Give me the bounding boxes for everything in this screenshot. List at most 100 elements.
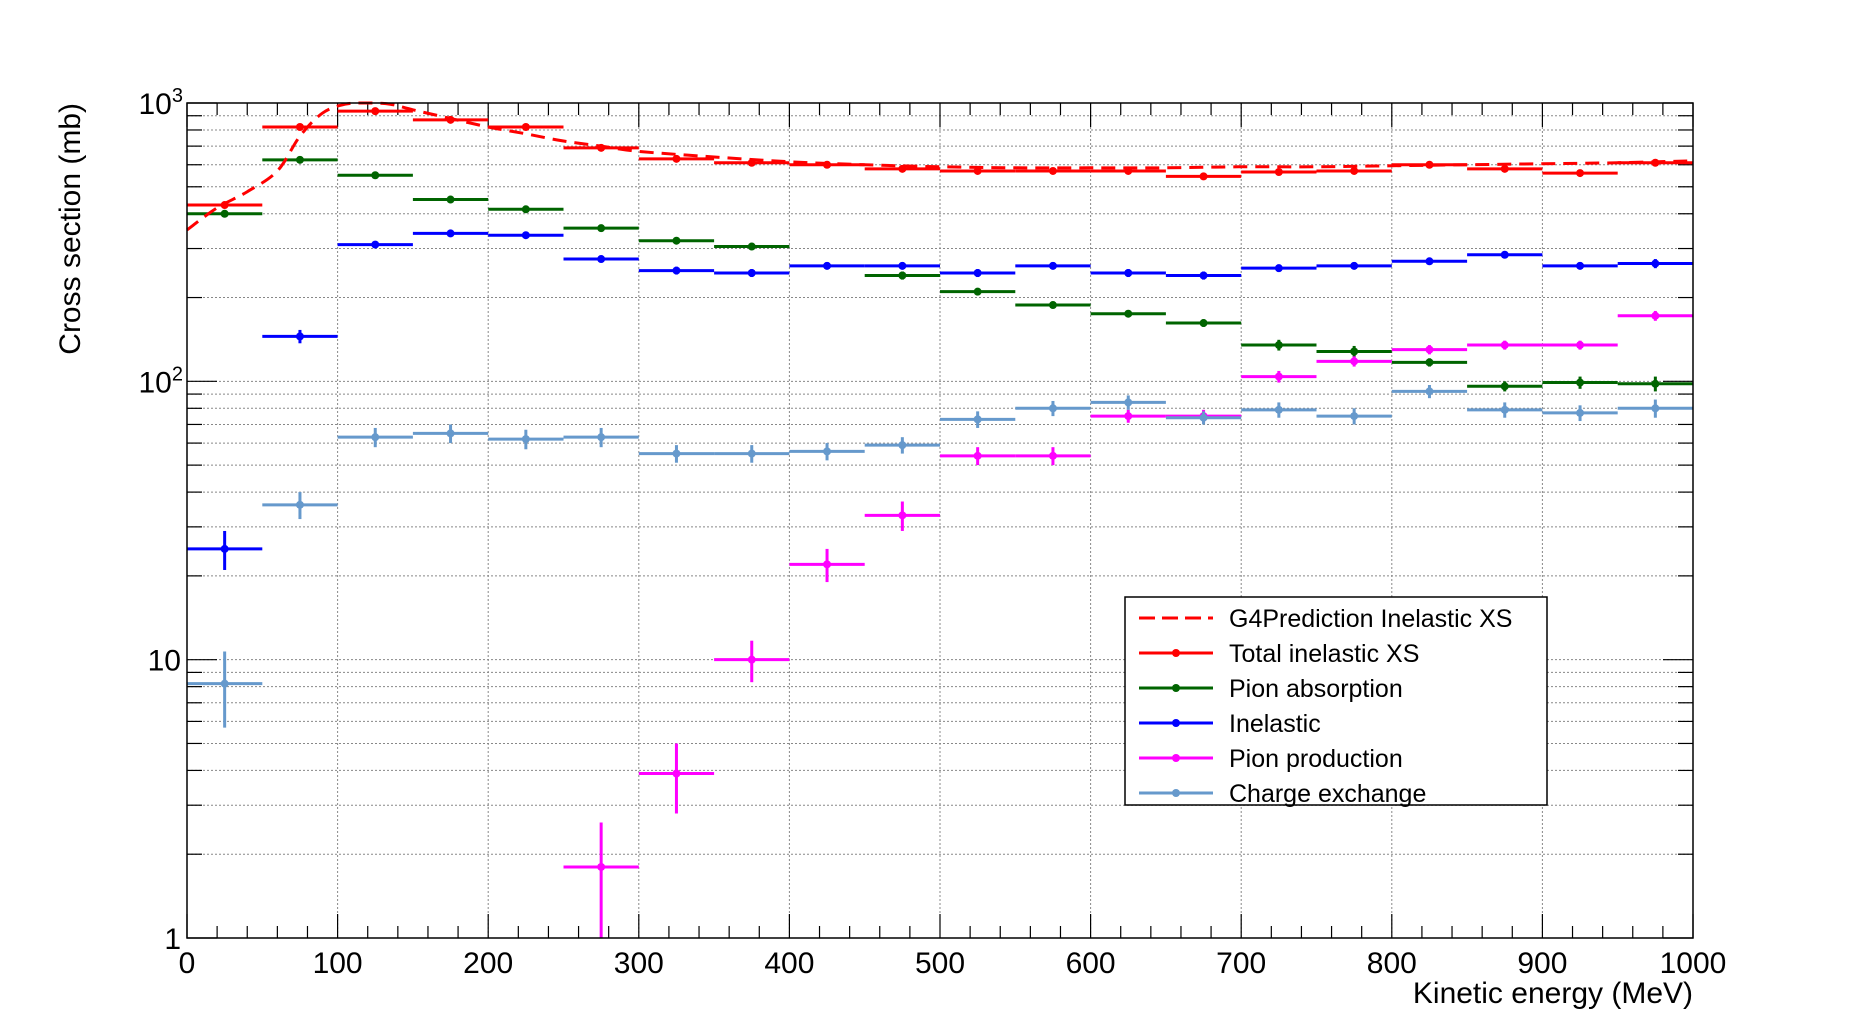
x-tick-label: 300 (614, 947, 664, 980)
y-tick-label: 10 (148, 645, 181, 678)
data-point (973, 166, 982, 175)
data-point (973, 415, 982, 424)
data-point (1500, 341, 1509, 350)
data-point (1651, 311, 1660, 320)
data-point (521, 205, 530, 214)
data-point (1048, 166, 1057, 175)
x-tick-label: 200 (463, 947, 513, 980)
data-point (521, 435, 530, 444)
legend-marker (1172, 649, 1180, 657)
data-point (1274, 264, 1283, 273)
data-point (898, 441, 907, 450)
data-point (1350, 347, 1359, 356)
data-point (1425, 257, 1434, 266)
tick-labels: 0 100 200 300 400 500 600 700 800 900 1000 1 10 102 10… (139, 85, 1727, 980)
data-point (747, 269, 756, 278)
data-point (1576, 169, 1585, 178)
x-tick-label: 700 (1216, 947, 1266, 980)
data-point (446, 429, 455, 438)
data-point (1425, 160, 1434, 169)
data-point (1350, 357, 1359, 366)
data-point (1576, 408, 1585, 417)
data-point (1274, 405, 1283, 414)
data-point (973, 287, 982, 296)
data-point (672, 266, 681, 275)
legend-marker (1172, 684, 1180, 692)
data-point (1048, 404, 1057, 413)
legend: G4Prediction Inelastic XS Total inelastic… (1124, 596, 1548, 808)
data-point (1425, 358, 1434, 367)
data-point (295, 122, 304, 131)
y-tick-label: 103 (139, 85, 184, 121)
data-point (1500, 164, 1509, 173)
y-tick-label: 1 (164, 923, 181, 956)
plot-series (187, 107, 1693, 938)
legend-label: Charge exchange (1229, 780, 1426, 808)
data-point (823, 261, 832, 270)
data-point (220, 679, 229, 688)
data-point (446, 195, 455, 204)
data-point (1199, 172, 1208, 181)
legend-label: Total inelastic XS (1229, 640, 1419, 668)
data-point (1199, 319, 1208, 328)
data-point (898, 511, 907, 520)
grid (187, 103, 1693, 938)
legend-label: G4Prediction Inelastic XS (1229, 605, 1512, 633)
data-point (672, 236, 681, 245)
legend-entry: G4Prediction Inelastic XS (1139, 605, 1512, 633)
legend-entry: Pion absorption (1139, 675, 1403, 703)
y-axis-title: Cross section (mb) (54, 103, 87, 355)
series-inelastic (187, 229, 1693, 570)
data-point (295, 155, 304, 164)
y-tick-label: 102 (139, 363, 184, 399)
legend-label: Pion absorption (1229, 675, 1403, 703)
data-point (597, 224, 606, 233)
data-point (220, 209, 229, 218)
data-point (1576, 378, 1585, 387)
series-total-inelastic-xs (187, 107, 1693, 210)
data-point (371, 171, 380, 180)
legend-label: Inelastic (1229, 710, 1321, 738)
data-point (672, 154, 681, 163)
data-point (1500, 382, 1509, 391)
legend-marker (1172, 789, 1180, 797)
x-tick-label: 0 (179, 947, 196, 980)
data-point (521, 122, 530, 131)
legend-marker (1172, 754, 1180, 762)
data-point (1651, 379, 1660, 388)
data-point (1350, 412, 1359, 421)
data-point (1124, 309, 1133, 318)
legend-entry: Total inelastic XS (1139, 640, 1419, 668)
legend-marker (1172, 719, 1180, 727)
legend-entry: Pion production (1139, 745, 1403, 773)
data-point (823, 560, 832, 569)
series-pion-absorption (187, 155, 1693, 392)
data-point (1124, 398, 1133, 407)
prediction-curve (186, 101, 1694, 232)
data-point (371, 240, 380, 249)
data-point (1425, 387, 1434, 396)
data-point (747, 655, 756, 664)
plot-frame (186, 102, 1694, 939)
data-point (295, 500, 304, 509)
data-point (973, 451, 982, 460)
series-pion-production (563, 310, 1693, 938)
data-point (597, 433, 606, 442)
data-point (597, 862, 606, 871)
x-tick-label: 100 (313, 947, 363, 980)
data-point (1500, 250, 1509, 259)
data-point (672, 449, 681, 458)
g4-prediction-line (186, 101, 1694, 232)
data-point (1048, 301, 1057, 310)
data-point (295, 332, 304, 341)
data-point (1199, 413, 1208, 422)
data-point (1199, 271, 1208, 280)
data-point (1274, 341, 1283, 350)
data-point (1651, 404, 1660, 413)
x-tick-label: 600 (1066, 947, 1116, 980)
data-point (672, 769, 681, 778)
legend-label: Pion production (1229, 745, 1403, 773)
data-point (597, 255, 606, 264)
data-point (898, 261, 907, 270)
